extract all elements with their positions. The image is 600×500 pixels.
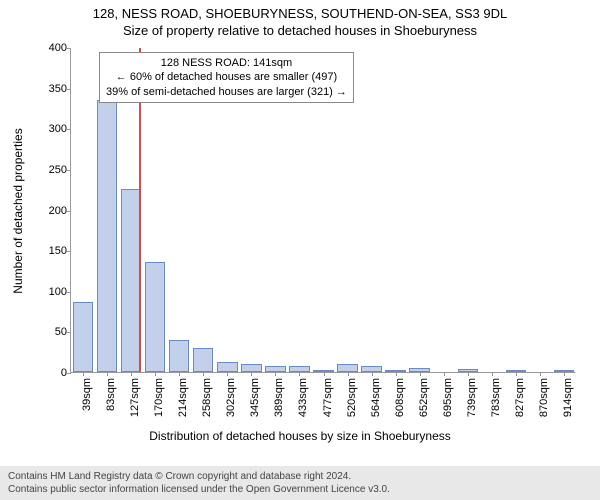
xtick-label: 83sqm (105, 378, 117, 411)
y-axis-label: Number of detached properties (11, 128, 25, 293)
xtick-label: 783sqm (490, 378, 502, 417)
attribution-footer: Contains HM Land Registry data © Crown c… (0, 466, 600, 500)
xtick-mark (420, 372, 421, 376)
annotation-line1: 128 NESS ROAD: 141sqm (106, 56, 347, 70)
xtick-mark (444, 372, 445, 376)
xtick-label: 608sqm (394, 378, 406, 417)
xtick-label: 389sqm (273, 378, 285, 417)
xtick-mark (299, 372, 300, 376)
ytick-label: 50 (55, 326, 71, 338)
xtick-mark (564, 372, 565, 376)
xtick-label: 39sqm (81, 378, 93, 411)
histogram-bar (169, 340, 189, 373)
xtick-label: 258sqm (201, 378, 213, 417)
ytick-label: 150 (49, 245, 71, 257)
xtick-label: 127sqm (129, 378, 141, 417)
xtick-mark (83, 372, 84, 376)
xtick-label: 652sqm (418, 378, 430, 417)
ytick-label: 0 (61, 367, 71, 379)
xtick-label: 564sqm (370, 378, 382, 417)
xtick-label: 345sqm (249, 378, 261, 417)
xtick-mark (468, 372, 469, 376)
histogram-bar (241, 364, 261, 372)
xtick-mark (179, 372, 180, 376)
xtick-mark (227, 372, 228, 376)
histogram-bar (193, 348, 213, 372)
xtick-mark (131, 372, 132, 376)
histogram-bar (73, 302, 93, 372)
xtick-mark (203, 372, 204, 376)
xtick-mark (251, 372, 252, 376)
xtick-label: 739sqm (466, 378, 478, 417)
xtick-mark (396, 372, 397, 376)
ytick-label: 200 (49, 205, 71, 217)
xtick-label: 827sqm (514, 378, 526, 417)
annotation-box: 128 NESS ROAD: 141sqm← 60% of detached h… (99, 52, 354, 103)
xtick-label: 433sqm (297, 378, 309, 417)
xtick-mark (348, 372, 349, 376)
xtick-label: 170sqm (153, 378, 165, 417)
xtick-mark (324, 372, 325, 376)
xtick-mark (155, 372, 156, 376)
xtick-mark (372, 372, 373, 376)
annotation-line3: 39% of semi-detached houses are larger (… (106, 85, 347, 99)
xtick-label: 870sqm (538, 378, 550, 417)
chart-subtitle: Size of property relative to detached ho… (0, 21, 600, 38)
xtick-mark (492, 372, 493, 376)
ytick-label: 300 (49, 123, 71, 135)
xtick-mark (107, 372, 108, 376)
xtick-label: 914sqm (562, 378, 574, 417)
xtick-label: 477sqm (322, 378, 334, 417)
ytick-label: 350 (49, 83, 71, 95)
x-axis-label: Distribution of detached houses by size … (149, 429, 451, 443)
footer-line2: Contains public sector information licen… (8, 483, 592, 496)
footer-line1: Contains HM Land Registry data © Crown c… (8, 470, 592, 483)
xtick-label: 695sqm (442, 378, 454, 417)
histogram-bar (217, 362, 237, 372)
xtick-label: 214sqm (177, 378, 189, 417)
ytick-label: 100 (49, 286, 71, 298)
histogram-bar (145, 262, 165, 372)
xtick-mark (540, 372, 541, 376)
plot-area: 05010015020025030035040039sqm83sqm127sqm… (70, 48, 575, 373)
histogram-bar (337, 364, 357, 372)
annotation-line2: ← 60% of detached houses are smaller (49… (106, 70, 347, 84)
chart-container: 128, NESS ROAD, SHOEBURYNESS, SOUTHEND-O… (0, 0, 600, 500)
xtick-label: 302sqm (225, 378, 237, 417)
xtick-mark (516, 372, 517, 376)
xtick-mark (275, 372, 276, 376)
ytick-label: 400 (49, 42, 71, 54)
histogram-bar (97, 100, 117, 372)
ytick-label: 250 (49, 164, 71, 176)
xtick-label: 520sqm (346, 378, 358, 417)
chart-title-address: 128, NESS ROAD, SHOEBURYNESS, SOUTHEND-O… (0, 0, 600, 21)
